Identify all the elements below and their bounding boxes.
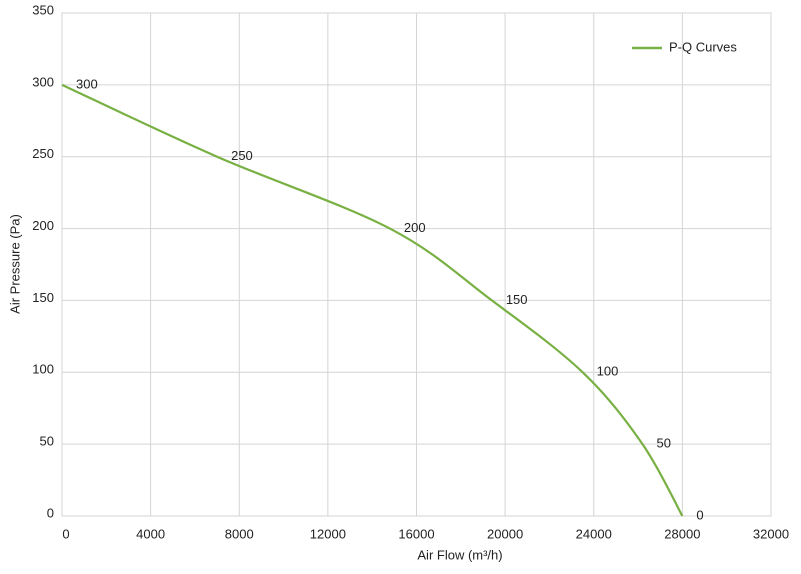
x-tick-label: 28000 [664,526,700,541]
data-label: 0 [696,507,703,522]
x-tick-label: 24000 [576,526,612,541]
data-label: 250 [231,148,253,163]
x-tick-label: 0 [62,526,69,541]
y-tick-label: 100 [32,362,54,377]
series-line [61,83,684,517]
y-tick-label: 250 [32,146,54,161]
y-tick-label: 350 [32,2,54,17]
y-tick-label: 150 [32,290,54,305]
x-tick-label: 4000 [136,526,165,541]
y-tick-label: 0 [47,505,54,520]
legend-label: P-Q Curves [669,39,737,54]
y-tick-label: 200 [32,218,54,233]
data-label: 300 [76,76,98,91]
x-axis-label: Air Flow (m³/h) [417,547,502,562]
x-tick-label: 16000 [398,526,434,541]
data-label: 200 [404,220,426,235]
data-label: 150 [506,292,528,307]
x-tick-label: 20000 [487,526,523,541]
x-tick-label: 12000 [310,526,346,541]
data-label: 50 [656,436,670,451]
y-tick-label: 50 [40,434,54,449]
x-tick-label: 8000 [225,526,254,541]
data-label: 100 [597,364,619,379]
x-tick-label: 32000 [753,526,789,541]
y-axis-label: Air Pressure (Pa) [7,214,22,314]
y-tick-label: 300 [32,74,54,89]
